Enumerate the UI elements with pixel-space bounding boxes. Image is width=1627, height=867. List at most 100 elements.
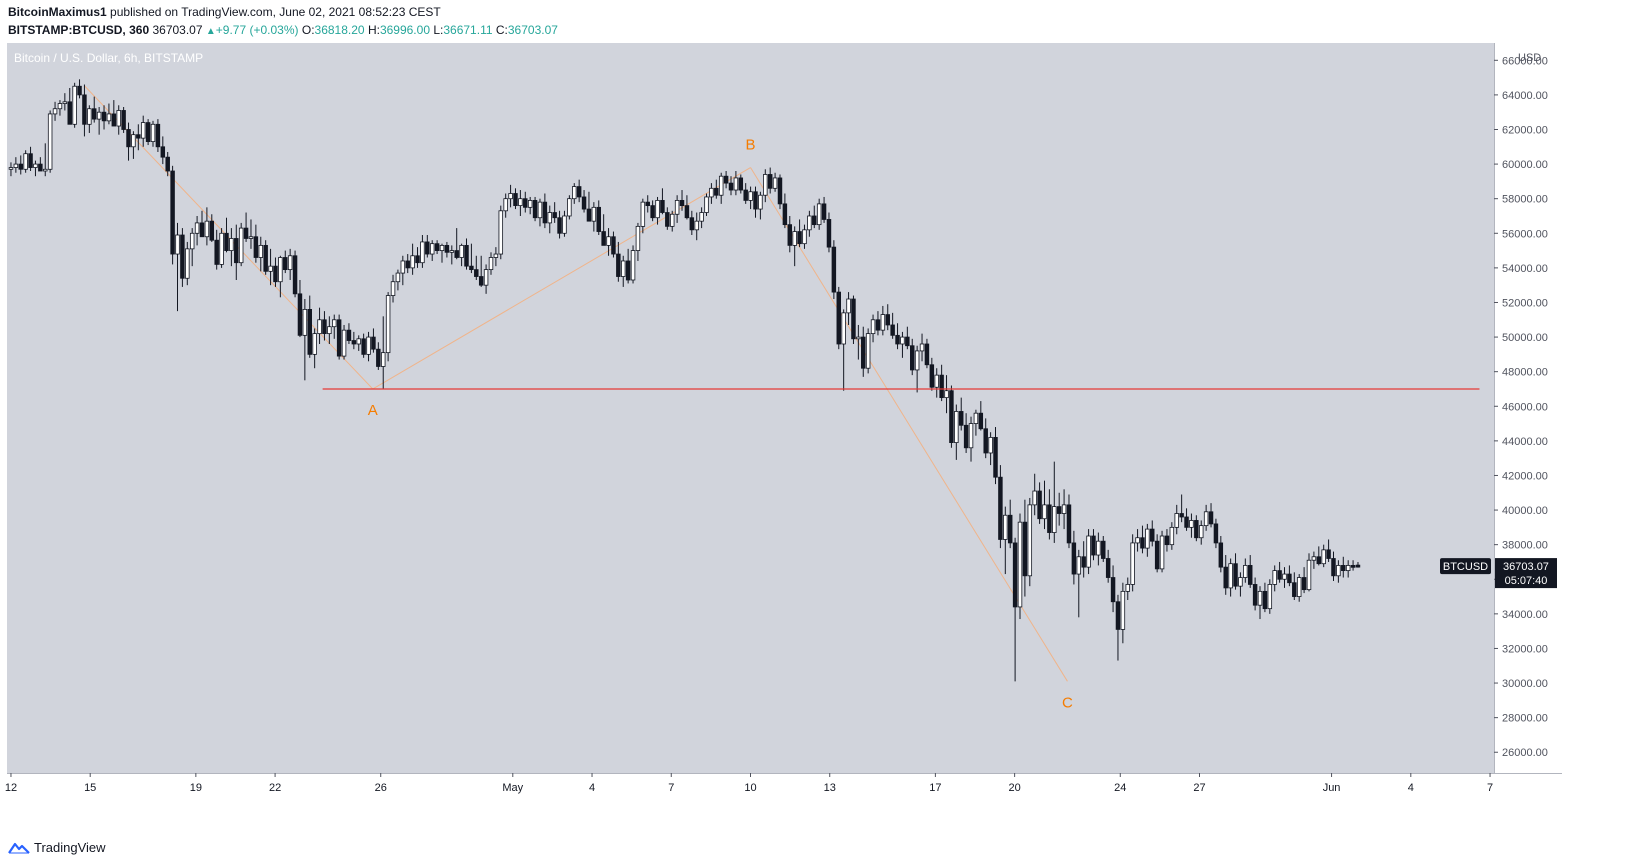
candle	[483, 264, 489, 294]
candle-body-down	[660, 200, 665, 213]
candle	[121, 107, 126, 133]
candle-body-down	[983, 428, 988, 454]
candle	[292, 250, 298, 298]
candle-body-up	[483, 269, 489, 286]
candle	[1247, 555, 1253, 588]
x-tick-label: 22	[269, 782, 281, 794]
candle	[1321, 544, 1326, 568]
candle-body-up	[880, 314, 886, 331]
candle	[557, 210, 562, 239]
candle-body-up	[1052, 506, 1057, 533]
candle	[939, 364, 944, 402]
footer-brand[interactable]: TradingView	[8, 840, 106, 855]
candle-body-up	[807, 215, 812, 231]
candle	[77, 79, 82, 99]
candle	[679, 190, 685, 211]
candle-body-down	[645, 201, 650, 207]
candle-body-up	[439, 244, 445, 251]
candle	[503, 193, 508, 218]
candle-body-up	[1238, 577, 1243, 587]
candle	[733, 171, 739, 196]
candle	[944, 375, 949, 414]
candle-body-down	[283, 257, 288, 271]
candle-body-up	[87, 108, 92, 125]
candle	[371, 328, 376, 353]
candle	[1086, 529, 1091, 575]
candle	[346, 323, 352, 344]
candle	[772, 172, 778, 192]
candle-body-up	[312, 333, 317, 355]
candle-body-down	[821, 203, 827, 220]
candle	[865, 328, 871, 374]
candle-body-down	[425, 241, 430, 255]
candle	[1101, 536, 1106, 562]
candle-body-up	[498, 210, 504, 255]
candle-body-up	[865, 333, 871, 369]
candle	[704, 193, 709, 216]
x-tick-label: 24	[1114, 782, 1126, 794]
candle-body-up	[258, 244, 264, 258]
candle	[567, 195, 572, 220]
candle	[1345, 560, 1351, 578]
candle-body-down	[1140, 537, 1145, 549]
candle-body-up	[1174, 513, 1179, 528]
candle-body-down	[910, 345, 915, 371]
candle	[743, 183, 748, 204]
candle	[929, 357, 935, 391]
candle-body-down	[1056, 506, 1062, 514]
candle	[170, 165, 175, 265]
candle	[792, 226, 797, 267]
candle-body-down	[743, 189, 748, 201]
candle-body-up	[630, 250, 636, 281]
candle-body-up	[229, 238, 234, 251]
candle	[562, 210, 567, 237]
candle	[327, 316, 332, 344]
candle	[13, 157, 19, 173]
candle	[767, 167, 773, 194]
y-tick-label: 58000.00	[1502, 194, 1548, 206]
candle-body-down	[1194, 520, 1199, 539]
candle-body-down	[371, 336, 376, 350]
publish-info: BitcoinMaximus1 published on TradingView…	[8, 5, 441, 19]
candle-body-down	[199, 222, 205, 238]
candle	[1012, 537, 1018, 682]
candle-body-up	[547, 212, 553, 224]
y-tick-label: 60000.00	[1502, 159, 1548, 171]
candle-body-down	[1287, 573, 1292, 584]
candle	[43, 143, 48, 177]
time-axis	[7, 773, 1562, 800]
candle	[1282, 567, 1287, 588]
wave-label-c: C	[1062, 694, 1073, 711]
candle-body-up	[669, 213, 675, 227]
candle	[1130, 534, 1135, 592]
candle	[973, 409, 979, 436]
author-name[interactable]: BitcoinMaximus1	[8, 5, 107, 19]
candle	[356, 335, 361, 351]
candle-body-up	[914, 350, 920, 371]
candle	[180, 228, 185, 287]
candle	[1061, 489, 1067, 530]
candle-body-up	[175, 234, 180, 255]
candle	[258, 236, 264, 272]
x-tick-label: 7	[1487, 782, 1493, 794]
candle-body-up	[302, 308, 308, 336]
candle-body-down	[998, 476, 1003, 540]
candle	[1341, 556, 1346, 578]
x-tick-label: 17	[929, 782, 941, 794]
candle	[1154, 534, 1160, 573]
candle-body-down	[831, 246, 837, 293]
candle-body-down	[1223, 566, 1228, 589]
candle	[1159, 530, 1165, 573]
candle-body-up	[52, 108, 58, 115]
candle-body-down	[180, 234, 185, 279]
candle-body-up	[278, 257, 283, 283]
candle-body-up	[96, 111, 102, 120]
candle	[248, 219, 254, 249]
candle-body-up	[140, 122, 146, 139]
candle-body-down	[18, 163, 23, 170]
candle	[1145, 523, 1150, 557]
candle-body-down	[1213, 523, 1219, 544]
candle	[243, 212, 249, 242]
candle-body-down	[1247, 565, 1253, 585]
